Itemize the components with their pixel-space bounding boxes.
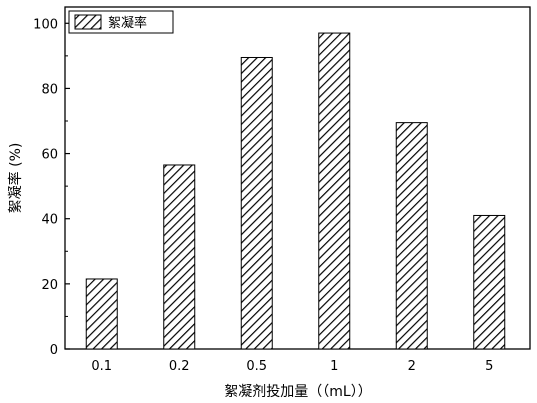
bar-1 — [318, 32, 351, 350]
y-tick-label: 80 — [41, 82, 58, 97]
legend: 絮凝率 — [68, 10, 174, 34]
x-tick-label: 1 — [330, 359, 338, 374]
bar-2 — [395, 122, 428, 350]
y-tick-label: 20 — [41, 278, 58, 293]
x-axis-title: 絮凝剂投加量（（mL）） — [224, 383, 371, 400]
bar-0.5 — [240, 56, 273, 350]
bar-0.1 — [85, 278, 118, 350]
bars-group — [85, 32, 506, 350]
x-tick-label: 2 — [408, 359, 416, 374]
y-tick-label: 60 — [41, 148, 58, 163]
bar-0.2 — [163, 164, 196, 350]
y-axis: 0 20 40 60 80 100 — [33, 17, 70, 358]
x-tick-label: 0.1 — [91, 359, 112, 374]
y-tick-label: 0 — [50, 343, 58, 358]
x-tick-label: 0.2 — [169, 359, 190, 374]
y-tick-label: 40 — [41, 213, 58, 228]
legend-label: 絮凝率 — [108, 15, 147, 31]
bar-5 — [473, 214, 506, 350]
y-axis-title: 絮凝率 (%) — [7, 143, 24, 214]
x-tick-label: 0.5 — [246, 359, 267, 374]
x-tick-label: 5 — [485, 359, 493, 374]
legend-swatch — [74, 14, 102, 30]
plot-frame — [64, 6, 531, 350]
y-tick-label: 100 — [33, 17, 58, 32]
